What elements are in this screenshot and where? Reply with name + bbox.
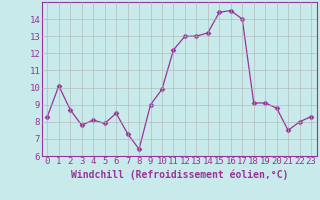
X-axis label: Windchill (Refroidissement éolien,°C): Windchill (Refroidissement éolien,°C) bbox=[70, 169, 288, 180]
